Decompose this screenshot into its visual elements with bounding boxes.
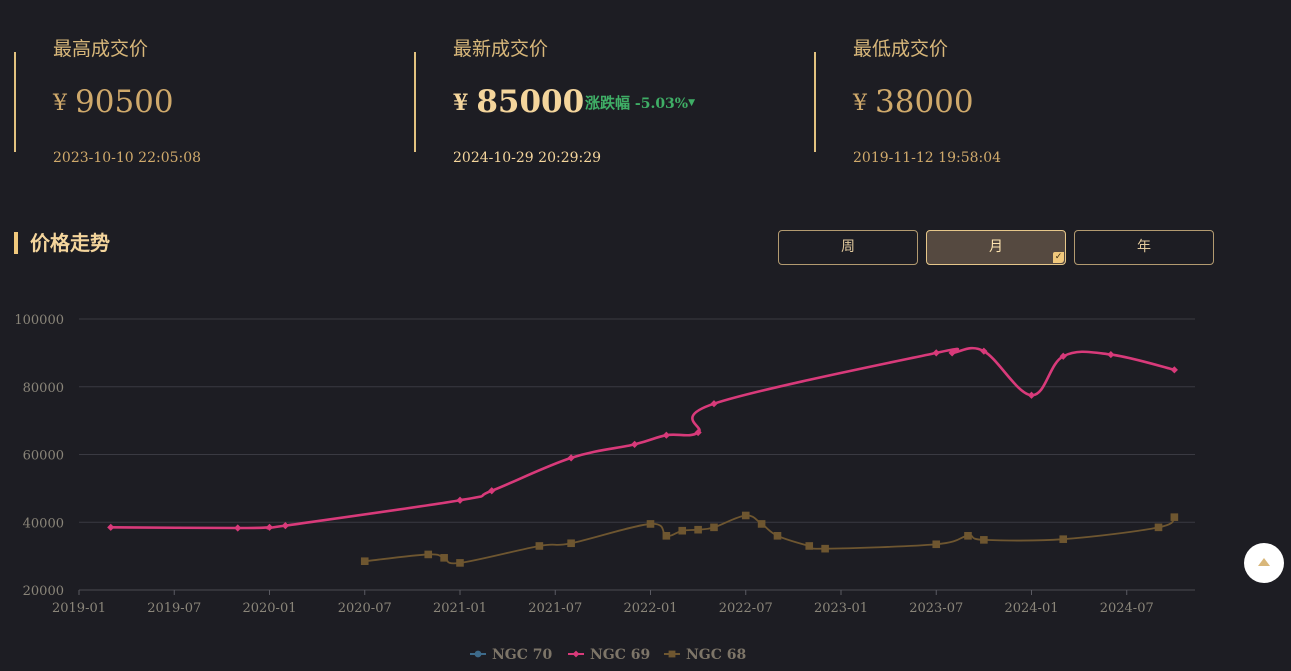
data-point[interactable] (662, 431, 670, 439)
price-trend-chart: 20000 40000 60000 80000 100000 2019-01 2019-07… (14, 313, 1195, 663)
data-point[interactable] (662, 532, 671, 540)
x-tick-label: 2022-07 (719, 601, 773, 616)
y-tick-label: 80000 (23, 381, 64, 396)
up-arrow-icon (1258, 558, 1270, 566)
data-point[interactable] (567, 539, 575, 548)
period-tab-month[interactable]: 月 ✓ (926, 230, 1066, 265)
legend-marker[interactable] (474, 650, 482, 658)
check-icon: ✓ (1053, 252, 1064, 263)
x-tick-label: 2021-01 (433, 601, 487, 616)
x-tick-label: 2024-01 (1004, 601, 1058, 616)
y-tick-label: 20000 (23, 584, 64, 599)
data-point[interactable] (932, 349, 940, 357)
data-point[interactable] (694, 525, 702, 534)
stat-latest-value: 85000 (476, 84, 585, 120)
data-point[interactable] (456, 559, 464, 567)
stat-highest-time: 2023-10-10 22:05:08 (53, 150, 202, 166)
x-tick-label: 2019-01 (52, 601, 106, 616)
period-tab-month-label: 月 (989, 239, 1003, 255)
data-point[interactable] (948, 349, 956, 357)
y-tick-label: 40000 (23, 516, 64, 531)
price-change: 涨跌幅 -5.03%▼ (585, 92, 695, 113)
data-point[interactable] (488, 487, 496, 495)
data-point[interactable] (773, 532, 782, 540)
data-point[interactable] (1107, 350, 1115, 359)
data-point[interactable] (821, 544, 829, 553)
series-ngc-68 (360, 511, 1179, 567)
series-line (110, 346, 1175, 530)
legend-marker[interactable] (668, 650, 676, 658)
data-point[interactable] (932, 540, 941, 549)
price-change-value: -5.03% (634, 96, 689, 112)
data-point[interactable] (710, 400, 718, 408)
data-point[interactable] (964, 532, 972, 540)
x-tick-label: 2020-07 (338, 601, 392, 616)
data-point[interactable] (456, 496, 464, 504)
stat-highest-value: 90500 (75, 84, 174, 120)
data-point[interactable] (265, 523, 274, 531)
x-tick-label: 2024-07 (1100, 601, 1154, 616)
down-arrow-icon: ▼ (688, 98, 696, 108)
legend-label: NGC 68 (686, 647, 746, 663)
x-tick-label: 2019-07 (147, 601, 201, 616)
x-tick-label: 2020-01 (242, 601, 296, 616)
x-tick-label: 2023-01 (814, 601, 868, 616)
stat-highest-price: ¥90500 (53, 84, 174, 120)
currency-symbol: ¥ (453, 90, 469, 116)
data-point[interactable] (631, 440, 639, 448)
data-point[interactable] (1170, 366, 1178, 374)
stat-latest-label: 最新成交价 (453, 38, 549, 60)
series-line (364, 514, 1176, 565)
data-point[interactable] (424, 550, 433, 559)
stat-highest-label: 最高成交价 (53, 38, 149, 60)
stat-latest: 最新成交价 ¥85000 涨跌幅 -5.03%▼ 2024-10-29 20:2… (414, 38, 695, 166)
period-tab-week[interactable]: 周 (778, 230, 918, 265)
data-point[interactable] (1059, 535, 1068, 543)
data-point[interactable] (678, 526, 687, 535)
data-point[interactable] (107, 523, 115, 531)
stat-lowest-price: ¥38000 (853, 84, 974, 120)
data-point[interactable] (741, 511, 750, 520)
currency-symbol: ¥ (853, 91, 867, 116)
legend-item[interactable]: NGC 70 (470, 647, 553, 663)
data-point[interactable] (757, 520, 766, 528)
legend-label: NGC 69 (590, 647, 650, 663)
data-point[interactable] (1027, 391, 1036, 399)
stat-lowest-value: 38000 (875, 84, 974, 120)
data-point[interactable] (694, 428, 702, 437)
y-tick-label: 100000 (14, 313, 64, 328)
data-point[interactable] (1154, 523, 1163, 532)
legend-marker[interactable] (572, 650, 580, 658)
price-change-label: 涨跌幅 (585, 94, 631, 112)
legend-label: NGC 70 (492, 647, 553, 663)
stat-lowest: 最低成交价 ¥38000 2019-11-12 19:58:04 (814, 38, 1001, 166)
legend-item[interactable]: NGC 69 (568, 647, 650, 663)
stat-lowest-time: 2019-11-12 19:58:04 (853, 150, 1002, 166)
data-point[interactable] (567, 454, 575, 462)
data-point[interactable] (440, 554, 448, 562)
data-point[interactable] (1170, 513, 1179, 521)
x-tick-label: 2022-01 (623, 601, 677, 616)
data-point[interactable] (980, 536, 988, 544)
legend-item[interactable]: NGC 68 (664, 647, 746, 663)
data-point[interactable] (281, 522, 289, 530)
stat-latest-price: ¥85000 (453, 84, 584, 120)
y-tick-label: 60000 (23, 449, 64, 464)
data-point[interactable] (234, 524, 242, 532)
data-point[interactable] (805, 542, 814, 550)
data-point[interactable] (710, 523, 718, 532)
series-ngc-69 (107, 346, 1178, 532)
currency-symbol: ¥ (53, 91, 67, 116)
scroll-to-top-button[interactable] (1244, 543, 1284, 583)
stat-highest: 最高成交价 ¥90500 2023-10-10 22:05:08 (14, 38, 201, 166)
period-tab-year[interactable]: 年 (1074, 230, 1214, 265)
x-tick-label: 2023-07 (909, 601, 963, 616)
data-point[interactable] (535, 542, 544, 550)
section-title: 价格走势 (14, 232, 110, 254)
data-point[interactable] (360, 557, 369, 566)
x-tick-label: 2021-07 (528, 601, 582, 616)
stat-latest-time: 2024-10-29 20:29:29 (453, 150, 602, 166)
data-point[interactable] (646, 520, 655, 528)
stat-lowest-label: 最低成交价 (853, 38, 949, 60)
